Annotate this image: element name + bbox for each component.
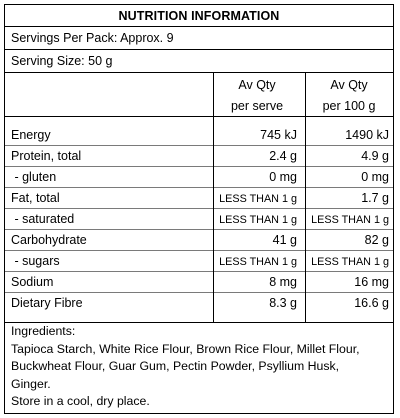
serving-size-row: Serving Size: 50 g (5, 50, 393, 73)
per-100g-value: 0 mg (361, 170, 389, 184)
title-row: NUTRITION INFORMATION (5, 5, 393, 27)
table-row: Sodium 8 mg 16 mg (5, 272, 393, 293)
per-serve-value: LESS THAN 1 g (219, 214, 297, 226)
per-100g-value: 16.6 g (354, 296, 389, 310)
per-100g-header: Av Qty per 100 g (306, 75, 392, 117)
table-row: Energy 745 kJ 1490 kJ (5, 125, 393, 146)
per-100g-value: 16 mg (354, 275, 389, 289)
per-serve-value: 0 mg (269, 170, 297, 184)
table-row: Fat, total LESS THAN 1 g 1.7 g (5, 188, 393, 209)
table-row: Protein, total 2.4 g 4.9 g (5, 146, 393, 167)
nutrient-rows: Energy 745 kJ 1490 kJ Protein, total 2.4… (5, 117, 393, 323)
per-serve-value: 2.4 g (269, 149, 297, 163)
nutrient-name: - gluten (11, 170, 57, 184)
per-serve-header-line1: Av Qty (238, 78, 276, 92)
per-serve-value: 745 kJ (260, 128, 297, 142)
per-100g-header-line1: Av Qty (330, 78, 368, 92)
column-divider (305, 73, 306, 117)
storage-instructions: Store in a cool, dry place. (11, 394, 150, 409)
per-100g-value: 4.9 g (361, 149, 389, 163)
nutrient-name: Carbohydrate (11, 233, 87, 247)
per-serve-header: Av Qty per serve (213, 75, 301, 117)
nutrient-name: Protein, total (11, 149, 82, 163)
table-row: - gluten 0 mg 0 mg (5, 167, 393, 188)
servings-row: Servings Per Pack: Approx. 9 (5, 27, 393, 50)
nutrient-name: Dietary Fibre (11, 296, 83, 310)
table-row: - sugars LESS THAN 1 g LESS THAN 1 g (5, 251, 393, 272)
ingredients-line: Ginger. (11, 376, 51, 391)
per-100g-value: 82 g (364, 233, 389, 247)
per-100g-header-line2: per 100 g (322, 99, 376, 113)
ingredients-line: Tapioca Starch, White Rice Flour, Brown … (11, 341, 360, 356)
nutrient-name: Sodium (11, 275, 54, 289)
column-divider (305, 117, 306, 323)
per-100g-value: 1.7 g (361, 191, 389, 205)
servings-per-pack: Servings Per Pack: Approx. 9 (11, 31, 174, 45)
per-100g-value: 1490 kJ (345, 128, 389, 142)
ingredients-section: Ingredients: Tapioca Starch, White Rice … (11, 323, 391, 411)
nutrient-name: - saturated (11, 212, 75, 226)
nutrient-name: - sugars (11, 254, 60, 268)
table-row: Carbohydrate 41 g 82 g (5, 230, 393, 251)
column-header-row: Av Qty per serve Av Qty per 100 g (5, 73, 393, 117)
table-row: Dietary Fibre 8.3 g 16.6 g (5, 293, 393, 314)
per-serve-value: 41 g (272, 233, 297, 247)
table-row: - saturated LESS THAN 1 g LESS THAN 1 g (5, 209, 393, 230)
nutrition-table: NUTRITION INFORMATION Servings Per Pack:… (5, 5, 393, 323)
nutrient-name: Fat, total (11, 191, 60, 205)
per-serve-value: LESS THAN 1 g (219, 256, 297, 268)
per-serve-value: 8.3 g (269, 296, 297, 310)
nutrition-title: NUTRITION INFORMATION (118, 9, 280, 23)
per-100g-value: LESS THAN 1 g (311, 256, 389, 268)
column-divider (213, 117, 214, 323)
nutrition-panel: NUTRITION INFORMATION Servings Per Pack:… (4, 4, 394, 414)
per-serve-value: 8 mg (269, 275, 297, 289)
ingredients-line: Buckwheat Flour, Guar Gum, Pectin Powder… (11, 359, 340, 374)
nutrient-name: Energy (11, 128, 51, 142)
per-serve-header-line2: per serve (230, 99, 284, 113)
per-100g-value: LESS THAN 1 g (311, 214, 389, 226)
ingredients-heading: Ingredients: (11, 324, 76, 338)
column-divider (213, 73, 214, 117)
serving-size: Serving Size: 50 g (11, 54, 113, 68)
per-serve-value: LESS THAN 1 g (219, 193, 297, 205)
